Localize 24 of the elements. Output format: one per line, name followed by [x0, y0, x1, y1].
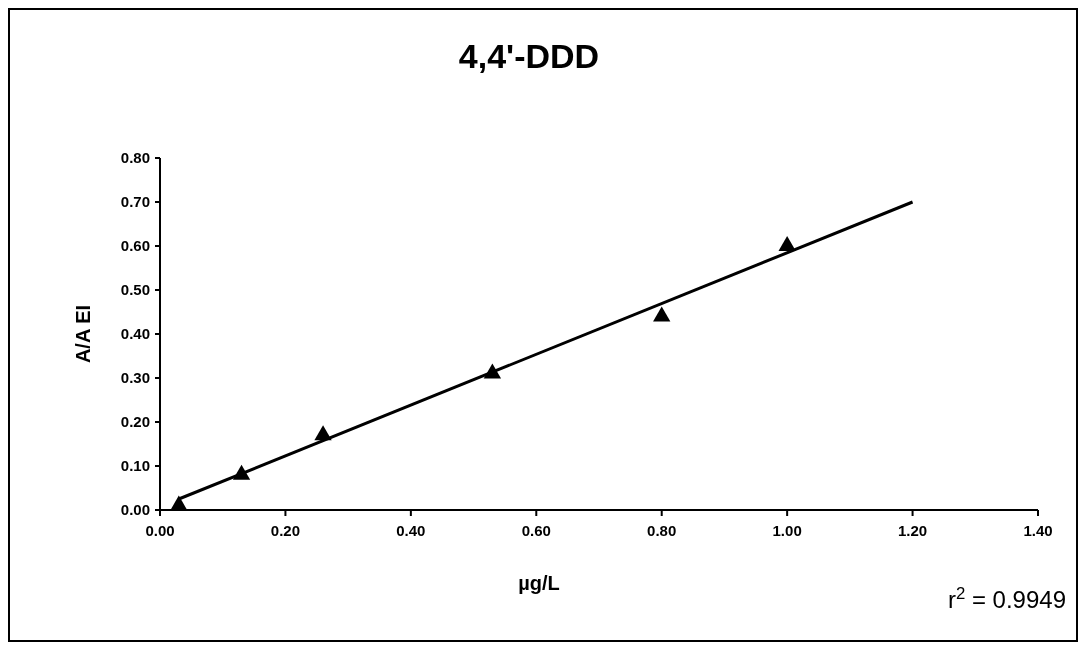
y-tick-label: 0.60	[120, 237, 150, 255]
y-tick-label: 0.40	[120, 325, 150, 343]
y-tick-label: 0.70	[120, 193, 150, 211]
x-tick-label: 1.40	[1023, 522, 1053, 539]
x-tick-label: 1.00	[772, 522, 802, 539]
x-axis-title: µg/L	[518, 572, 560, 594]
point	[653, 306, 671, 322]
x-tick-label: 0.80	[647, 522, 677, 539]
x-tick-label: 0.00	[145, 522, 175, 539]
y-tick-label: 0.20	[120, 413, 150, 431]
chart-title: 4,4'-DDD	[458, 37, 600, 75]
y-tick-label: 0.80	[120, 149, 150, 167]
x-tick-label: 0.60	[521, 522, 551, 539]
x-tick-label: 0.20	[270, 522, 301, 539]
y-axis-title: A/A EI	[72, 304, 94, 364]
y-tick-label: 0.10	[120, 457, 150, 475]
text: r$^{2}$ = 0.9949	[947, 583, 1066, 613]
point	[170, 495, 188, 511]
y-tick-label: 0.00	[120, 501, 150, 519]
y-tick-label: 0.30	[120, 369, 150, 387]
x-tick-label: 1.20	[897, 522, 928, 539]
point	[778, 236, 796, 251]
y-tick-label: 0.50	[120, 281, 150, 299]
x-tick-label: 0.40	[396, 522, 426, 539]
